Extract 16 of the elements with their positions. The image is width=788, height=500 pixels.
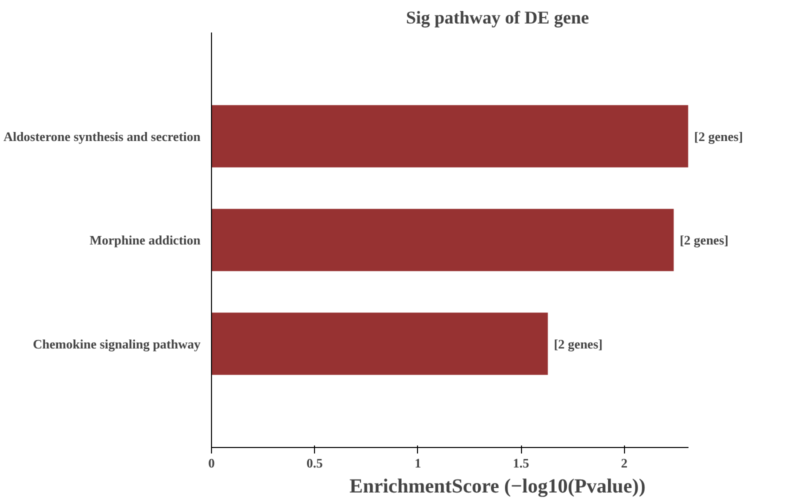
x-axis-title: EnrichmentScore (−log10(Pvalue)) (350, 476, 646, 498)
chart-title: Sig pathway of DE gene (406, 8, 590, 28)
y-tick-label: Chemokine signaling pathway (32, 336, 201, 352)
annotation: [2 genes] (694, 128, 743, 144)
x-tick-label: 0 (208, 456, 215, 470)
bar (212, 312, 548, 375)
annotation: [2 genes] (680, 232, 728, 248)
bar (212, 208, 674, 272)
annotation: [2 genes] (554, 336, 603, 352)
bar (212, 105, 688, 168)
y-tick-label: Aldosterone synthesis and secretion (3, 128, 202, 144)
x-tick-label: 1.5 (512, 456, 530, 470)
x-tick-label: 1 (414, 456, 422, 470)
x-tick-label: 2 (620, 456, 628, 470)
x-tick-label: 0.5 (306, 456, 324, 470)
y-tick-label: Morphine addiction (90, 232, 202, 248)
